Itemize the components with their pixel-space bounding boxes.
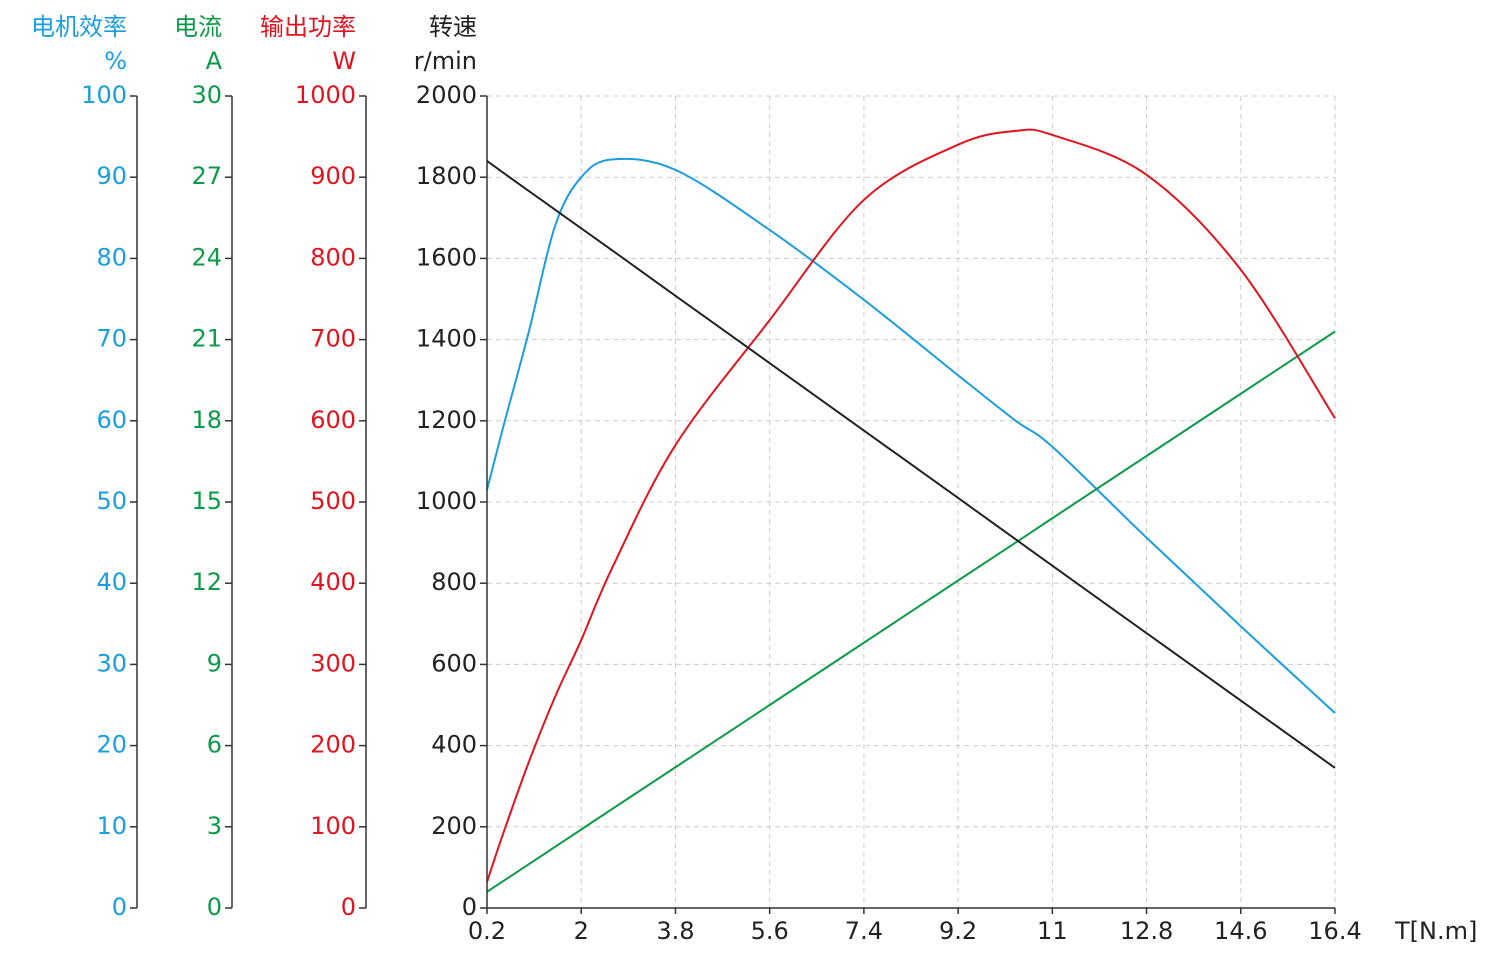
axis-unit: A [206,47,223,75]
axis-unit: W [332,47,356,75]
y-tick-label: 400 [431,731,477,759]
y-tick-label: 300 [310,649,356,677]
y-tick-label: 80 [96,243,127,271]
axis-title: 输出功率 [260,13,356,41]
y-tick-label: 40 [96,568,127,596]
y-tick-label: 3 [207,812,222,840]
y-tick-label: 90 [96,162,127,190]
y-tick-label: 1600 [416,243,477,271]
y-tick-label: 800 [431,568,477,596]
y-tick-label: 12 [191,568,222,596]
y-tick-label: 600 [431,649,477,677]
x-tick-label: 16.4 [1308,917,1361,945]
y-tick-label: 1000 [416,487,477,515]
x-tick-label: 3.8 [656,917,694,945]
line [486,157,1336,714]
y-tick-label: 15 [191,487,222,515]
y-tick-label: 18 [191,406,222,434]
y-tick-label: 27 [191,162,222,190]
x-tick-label: 12.8 [1120,917,1173,945]
y-tick-label: 21 [191,325,222,353]
y-tick-label: 10 [96,812,127,840]
y-tick-label: 9 [207,649,222,677]
axis-unit: % [104,47,127,75]
y-tick-label: 900 [310,162,356,190]
line [486,160,1336,769]
y-tick-label: 30 [191,81,222,109]
y-tick-label: 1800 [416,162,477,190]
x-tick-label: 0.2 [468,917,506,945]
x-tick-label: 7.4 [845,917,883,945]
axis-title: 电机效率 [31,13,127,41]
y-tick-label: 2000 [416,81,477,109]
y-tick-label: 0 [112,893,127,921]
y-tick-label: 20 [96,731,127,759]
y-tick-label: 70 [96,325,127,353]
axis-unit: r/min [414,47,477,75]
axis-title: 电流 [174,13,222,41]
y-tick-label: 700 [310,325,356,353]
axis-title: 转速 [429,13,477,41]
y-tick-label: 0 [341,893,356,921]
y-tick-label: 6 [207,731,222,759]
line [486,330,1336,893]
y-tick-label: 1200 [416,406,477,434]
x-tick-label: 11 [1037,917,1068,945]
y-tick-label: 1000 [295,81,356,109]
x-tick-label: 2 [574,917,589,945]
y-tick-label: 0 [207,893,222,921]
y-tick-label: 100 [81,81,127,109]
x-tick-label: 5.6 [751,917,789,945]
y-tick-label: 0 [462,893,477,921]
y-tick-label: 800 [310,243,356,271]
y-tick-label: 24 [191,243,222,271]
y-tick-label: 600 [310,406,356,434]
x-tick-label: 9.2 [939,917,977,945]
y-tick-label: 100 [310,812,356,840]
y-tick-label: 50 [96,487,127,515]
y-tick-label: 1400 [416,325,477,353]
y-tick-label: 200 [431,812,477,840]
y-tick-label: 400 [310,568,356,596]
x-axis-label: T[N.m] [1394,917,1477,945]
y-tick-label: 500 [310,487,356,515]
y-tick-label: 60 [96,406,127,434]
line [486,128,1336,883]
y-tick-label: 200 [310,731,356,759]
y-tick-label: 30 [96,649,127,677]
x-tick-label: 14.6 [1214,917,1267,945]
